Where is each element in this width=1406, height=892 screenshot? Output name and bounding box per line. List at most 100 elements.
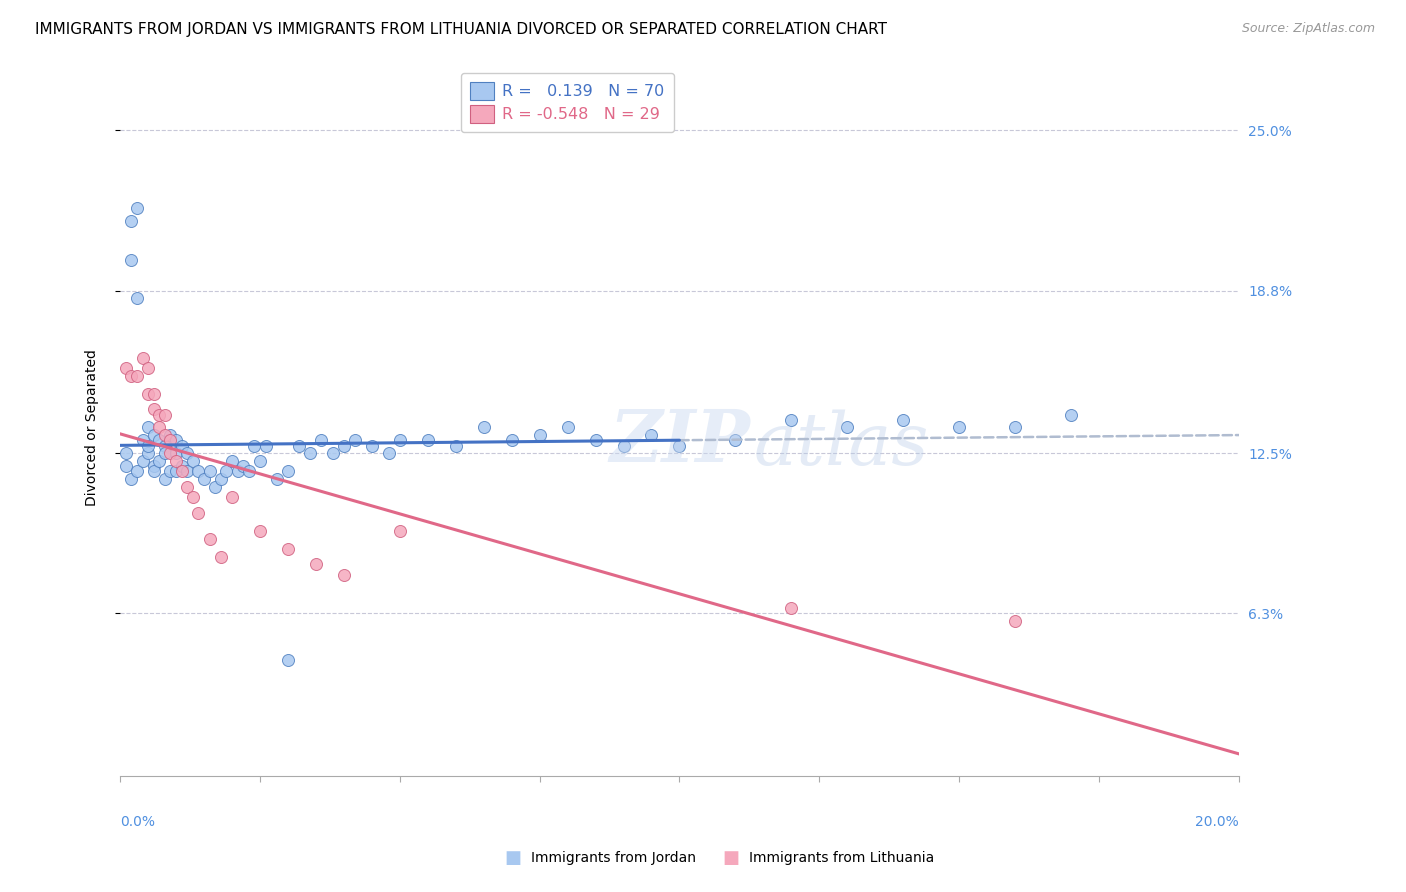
Y-axis label: Divorced or Separated: Divorced or Separated — [86, 349, 100, 506]
Point — [1004, 420, 1026, 434]
Point — [125, 291, 148, 305]
Point — [114, 361, 136, 376]
Point — [388, 524, 411, 538]
Point — [204, 480, 226, 494]
Point — [377, 446, 399, 460]
Point — [125, 464, 148, 478]
Point — [640, 428, 662, 442]
Point — [585, 434, 607, 448]
Point — [360, 438, 382, 452]
Point — [153, 438, 176, 452]
Point — [333, 567, 356, 582]
Point — [322, 446, 344, 460]
Point — [837, 420, 859, 434]
Point — [612, 438, 634, 452]
Point — [215, 464, 238, 478]
Point — [221, 490, 243, 504]
Point — [165, 464, 187, 478]
Point — [153, 446, 176, 460]
Point — [170, 464, 193, 478]
Point — [120, 472, 142, 486]
Point — [153, 428, 176, 442]
Point — [277, 541, 299, 556]
Point — [148, 454, 170, 468]
Point — [165, 446, 187, 460]
Point — [136, 446, 159, 460]
Point — [125, 368, 148, 383]
Point — [780, 413, 803, 427]
Point — [187, 464, 209, 478]
Point — [187, 506, 209, 520]
Text: Immigrants from Jordan: Immigrants from Jordan — [531, 851, 696, 865]
Point — [780, 601, 803, 615]
Point — [114, 446, 136, 460]
Point — [136, 420, 159, 434]
Point — [136, 438, 159, 452]
Point — [142, 459, 165, 474]
Point — [249, 454, 271, 468]
Point — [136, 387, 159, 401]
Point — [311, 434, 333, 448]
Point — [170, 438, 193, 452]
Point — [209, 472, 232, 486]
Point — [148, 408, 170, 422]
Point — [148, 434, 170, 448]
Point — [176, 480, 198, 494]
Point — [288, 438, 311, 452]
Point — [120, 252, 142, 267]
Point — [131, 351, 153, 365]
Text: 20.0%: 20.0% — [1195, 814, 1239, 829]
Point — [159, 446, 181, 460]
Text: atlas: atlas — [754, 409, 929, 480]
Point — [724, 434, 747, 448]
Point — [226, 464, 249, 478]
Text: 0.0%: 0.0% — [120, 814, 155, 829]
Point — [181, 454, 204, 468]
Point — [176, 464, 198, 478]
Point — [299, 446, 322, 460]
Point — [131, 434, 153, 448]
Point — [198, 464, 221, 478]
Point — [153, 408, 176, 422]
Point — [232, 459, 254, 474]
Point — [277, 464, 299, 478]
Text: IMMIGRANTS FROM JORDAN VS IMMIGRANTS FROM LITHUANIA DIVORCED OR SEPARATED CORREL: IMMIGRANTS FROM JORDAN VS IMMIGRANTS FRO… — [35, 22, 887, 37]
Point — [277, 653, 299, 667]
Point — [159, 428, 181, 442]
Point — [142, 387, 165, 401]
Point — [557, 420, 579, 434]
Point — [948, 420, 970, 434]
Point — [238, 464, 260, 478]
Point — [142, 428, 165, 442]
Point — [114, 459, 136, 474]
Point — [198, 532, 221, 546]
Point — [159, 464, 181, 478]
Text: Source: ZipAtlas.com: Source: ZipAtlas.com — [1241, 22, 1375, 36]
Point — [501, 434, 523, 448]
Point — [254, 438, 277, 452]
Point — [131, 454, 153, 468]
Point — [344, 434, 367, 448]
Point — [249, 524, 271, 538]
Point — [305, 558, 328, 572]
Point — [444, 438, 467, 452]
Point — [891, 413, 914, 427]
Point — [1004, 614, 1026, 628]
Point — [472, 420, 495, 434]
Text: ■: ■ — [505, 849, 522, 867]
Point — [142, 464, 165, 478]
Point — [120, 214, 142, 228]
Point — [266, 472, 288, 486]
Text: Immigrants from Lithuania: Immigrants from Lithuania — [749, 851, 935, 865]
Point — [165, 454, 187, 468]
Point — [333, 438, 356, 452]
Point — [125, 201, 148, 215]
Point — [221, 454, 243, 468]
Point — [170, 459, 193, 474]
Point — [1060, 408, 1083, 422]
Point — [193, 472, 215, 486]
Point — [668, 438, 690, 452]
Point — [120, 368, 142, 383]
Point — [176, 446, 198, 460]
Point — [136, 361, 159, 376]
